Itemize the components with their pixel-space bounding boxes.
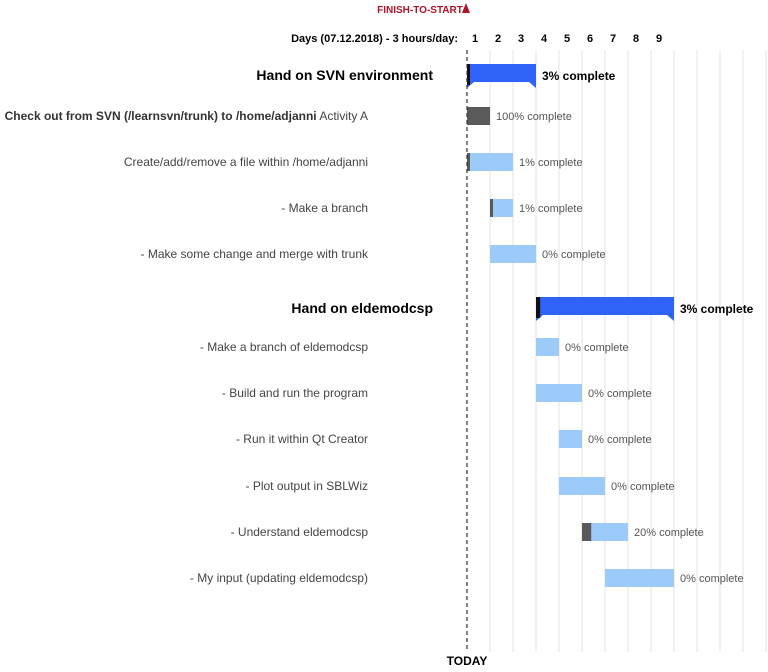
dependency-banner: FINISH-TO-START — [377, 5, 463, 16]
task-bar — [490, 245, 536, 263]
tick-label: 3 — [518, 33, 524, 45]
task-percent: 20% complete — [634, 527, 704, 539]
task-bar — [490, 199, 513, 217]
task-label: Create/add/remove a file within /home/ad… — [124, 155, 368, 169]
group-percent: 3% complete — [542, 69, 616, 83]
dependency-arrow-icon — [462, 3, 470, 13]
task-label: - Plot output in SBLWiz — [246, 479, 369, 493]
task-percent: 0% complete — [565, 342, 629, 354]
task-label: Check out from SVN (/learnsvn/trunk) to … — [5, 109, 368, 123]
task-label: - My input (updating eldemodcsp) — [190, 571, 368, 585]
day-ticks: 1 2 3 4 5 6 7 8 9 — [472, 33, 662, 45]
tick-label: 6 — [587, 33, 593, 45]
task-bar — [536, 384, 582, 402]
tick-label: 9 — [656, 33, 662, 45]
group-progress — [467, 64, 470, 85]
task-percent: 0% complete — [611, 481, 675, 493]
task-progress — [467, 153, 470, 171]
group-percent: 3% complete — [680, 302, 754, 316]
task-label: - Make some change and merge with trunk — [141, 247, 369, 261]
tick-label: 4 — [541, 33, 548, 45]
task-label: - Make a branch of eldemodcsp — [200, 340, 368, 354]
task-bar — [559, 477, 605, 495]
task-percent: 0% complete — [588, 388, 652, 400]
tick-label: 2 — [495, 33, 501, 45]
tick-label: 5 — [564, 33, 570, 45]
task-bar — [536, 338, 559, 356]
task-progress — [582, 523, 592, 541]
group-label: Hand on SVN environment — [256, 67, 433, 83]
task-bar — [582, 523, 628, 541]
task-label: - Understand eldemodcsp — [231, 525, 369, 539]
today-label: TODAY — [447, 654, 488, 668]
tick-label: 1 — [472, 33, 478, 45]
tick-label: 8 — [633, 33, 639, 45]
task-bar — [605, 569, 674, 587]
task-percent: 1% complete — [519, 203, 583, 215]
group-label: Hand on eldemodcsp — [291, 300, 433, 316]
task-labels: Hand on SVN environment 3% complete Check … — [5, 67, 754, 585]
task-percent: 0% complete — [680, 573, 744, 585]
task-bar — [467, 153, 513, 171]
group-progress — [536, 297, 541, 318]
task-progress — [490, 199, 493, 217]
group-bar — [536, 297, 674, 321]
task-bars — [467, 64, 674, 587]
tick-label: 7 — [610, 33, 616, 45]
task-label: - Run it within Qt Creator — [236, 432, 368, 446]
task-percent: 0% complete — [542, 249, 606, 261]
task-percent: 1% complete — [519, 157, 583, 169]
grid-lines — [489, 50, 767, 652]
task-progress — [467, 107, 490, 125]
task-percent: 100% complete — [496, 111, 572, 123]
task-label: - Make a branch — [281, 201, 368, 215]
task-label: - Build and run the program — [222, 386, 368, 400]
task-percent: 0% complete — [588, 434, 652, 446]
axis-label: Days (07.12.2018) - 3 hours/day: — [291, 33, 458, 45]
group-bar — [467, 64, 536, 88]
task-bar — [559, 430, 582, 448]
